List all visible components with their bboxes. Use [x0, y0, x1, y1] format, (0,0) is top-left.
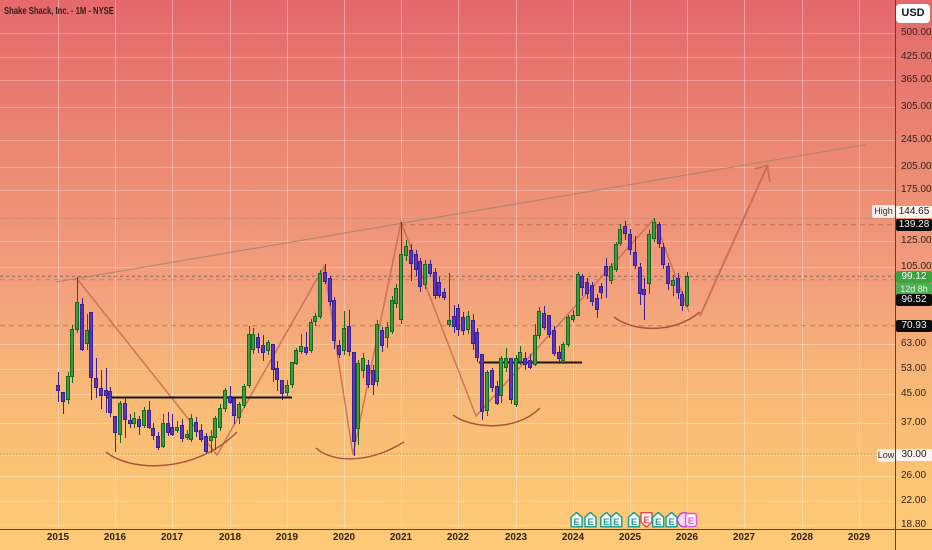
svg-text:E: E	[668, 517, 674, 528]
svg-text:E: E	[613, 517, 619, 528]
svg-text:E: E	[643, 515, 649, 526]
svg-text:E: E	[688, 516, 694, 527]
svg-text:E: E	[631, 517, 637, 528]
svg-text:E: E	[573, 517, 579, 528]
svg-text:E: E	[655, 517, 661, 528]
svg-text:E: E	[603, 517, 609, 528]
svg-text:E: E	[587, 517, 593, 528]
